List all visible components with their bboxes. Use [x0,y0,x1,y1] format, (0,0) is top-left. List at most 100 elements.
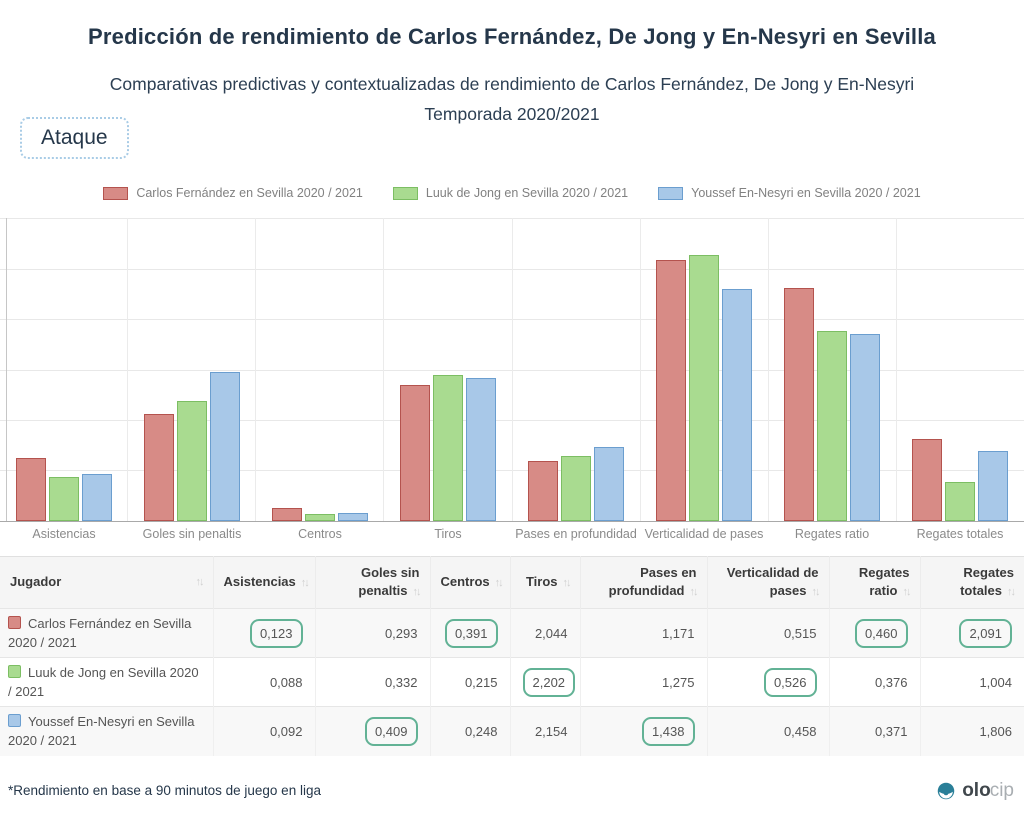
series-swatch-blue [8,713,21,727]
highlighted-value: 0,526 [763,667,817,697]
chart-category-column [769,218,897,521]
sort-icon[interactable]: ↑↓ [412,586,422,599]
stat-cell: 2,044 [510,608,581,658]
bar-chart-labels: Asistencias Goles sin penaltis Centros Tiro… [0,527,1024,541]
chart-category-column [513,218,641,521]
stat-cell: 0,215 [430,657,511,707]
sort-icon[interactable]: ↑↓ [689,586,699,599]
stat-cell: 0,460 [829,608,921,658]
legend-item[interactable]: Luuk de Jong en Sevilla 2020 / 2021 [392,186,628,200]
chart-bar[interactable] [209,371,240,521]
chart-bar[interactable] [528,461,559,521]
stat-cell: 2,154 [510,706,581,756]
stat-cell: 0,376 [829,657,921,707]
chart-bar[interactable] [850,334,881,521]
col-header-jugador[interactable]: Jugador ↑↓ [0,556,214,609]
col-header-regates-totales[interactable]: Regates totales ↑↓ [920,556,1024,609]
category-label: Tiros [434,527,462,541]
stat-cell: 0,123 [213,608,316,658]
chart-bar[interactable] [304,514,335,521]
chart-bar[interactable] [48,477,79,521]
stat-cell: 0,391 [430,608,511,658]
chart-category-column [256,218,385,521]
brand-text-bold: olo [962,780,991,801]
bar-chart-columns [0,218,1024,521]
stat-cell: 1,438 [580,706,708,756]
category-label: Regates ratio [794,527,870,541]
stat-cell: 2,091 [920,608,1024,658]
chart-bar[interactable] [656,260,687,521]
col-header-pases-en-profundidad[interactable]: Pases en profundidad ↑↓ [580,556,708,609]
stat-cell: 0,371 [829,706,921,756]
chart-bar[interactable] [337,512,368,521]
stat-cell: 1,275 [580,657,708,707]
highlighted-value: 2,091 [959,618,1012,648]
highlighted-value: 2,202 [522,667,576,697]
stat-cell: 1,004 [920,657,1024,707]
chart-bar[interactable] [15,457,46,521]
category-tag-ataque[interactable]: Ataque [20,117,129,159]
sort-icon[interactable]: ↑↓ [902,586,912,599]
sort-icon[interactable]: ↑↓ [1007,586,1016,599]
stat-cell: 0,092 [213,706,316,756]
chart-category-column [897,218,1024,521]
stat-cell: 0,515 [707,608,830,658]
chart-category-column [128,218,257,521]
chart-bar[interactable] [722,288,753,521]
highlighted-value: 0,409 [364,716,418,746]
col-header-goles-sin-penaltis[interactable]: Goles sin penaltis ↑↓ [315,556,431,609]
col-header-asistencias[interactable]: Asistencias ↑↓ [213,556,316,609]
stat-cell: 0,458 [707,706,830,756]
legend-swatch [392,186,418,200]
legend-item[interactable]: Youssef En-Nesyri en Sevilla 2020 / 2021 [658,186,921,200]
x-axis-line [0,521,1024,522]
stat-cell: 1,171 [580,608,708,658]
chart-legend: Carlos Fernández en Sevilla 2020 / 2021 L… [0,186,1024,200]
stat-cell: 0,248 [430,706,511,756]
chart-category-column [641,218,769,521]
category-label: Verticalidad de pases [644,527,764,541]
sort-icon[interactable]: ↑↓ [811,586,821,599]
chart-bar[interactable] [594,447,625,521]
chart-bar[interactable] [689,254,720,521]
chart-bar[interactable] [465,377,496,521]
chart-bar[interactable] [945,481,976,521]
chart-bar[interactable] [143,414,174,521]
table-header-row: Jugador ↑↓ Asistencias ↑↓ Goles sin penalt… [0,556,1024,609]
chart-category-column [384,218,513,521]
col-header-tiros[interactable]: Tiros ↑↓ [510,556,581,609]
chart-bar[interactable] [912,438,943,521]
highlighted-value: 1,438 [641,716,695,746]
col-header-regates-ratio[interactable]: Regates ratio ↑↓ [829,556,921,609]
col-header-centros[interactable]: Centros ↑↓ [430,556,511,609]
chart-bar[interactable] [271,507,302,521]
sort-icon[interactable]: ↑↓ [494,577,504,590]
stat-cell: 0,332 [315,657,431,707]
chart-bar[interactable] [817,331,848,521]
chart-bar[interactable] [784,288,815,521]
col-header-verticalidad-de-pases[interactable]: Verticalidad de pases ↑↓ [707,556,830,609]
category-label: Centros [298,527,342,541]
olocip-icon [937,782,955,800]
chart-bar[interactable] [176,401,207,521]
chart-bar[interactable] [81,474,112,521]
sort-icon[interactable]: ↑↓ [562,577,572,590]
legend-swatch [658,186,684,200]
chart-bar[interactable] [399,384,430,521]
stat-cell: 2,202 [510,657,581,707]
series-swatch-red [8,615,21,629]
chart-bar[interactable] [561,455,592,521]
sort-icon[interactable]: ↑↓ [195,575,205,588]
table-row-carlos-fernandez: Carlos Fernández en Sevilla 2020 / 2021 … [0,608,1024,658]
legend-item[interactable]: Carlos Fernández en Sevilla 2020 / 2021 [103,186,363,200]
brand-text-light: cip [989,780,1014,801]
footnote: *Rendimiento en base a 90 minutos de jue… [8,783,321,798]
chart-bar[interactable] [432,374,463,521]
category-label: Regates totales [916,527,1004,541]
legend-swatch [103,186,129,200]
bar-chart [0,218,1024,522]
sort-icon[interactable]: ↑↓ [300,577,310,590]
y-axis-line [6,218,7,521]
chart-bar[interactable] [978,451,1009,521]
